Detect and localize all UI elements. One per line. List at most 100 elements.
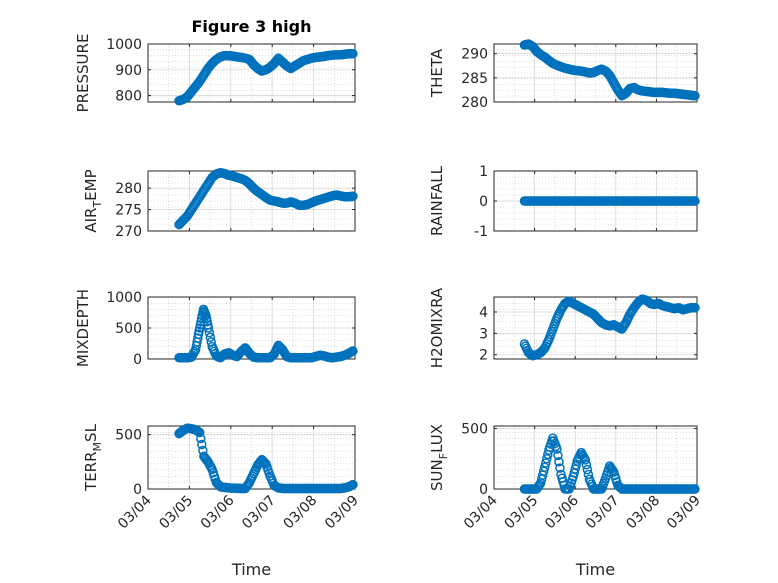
y-axis-label-main: SUN	[428, 459, 446, 491]
y-tick-label: 270	[115, 224, 142, 240]
series-markers	[174, 167, 358, 230]
data-point-interp	[581, 460, 592, 470]
y-tick-label: 0	[133, 352, 142, 368]
y-tick-label: 500	[461, 421, 488, 437]
panel-air_temp: 270 275 280 AIRTEMP	[82, 167, 358, 240]
y-axis-label: SUNFLUX	[428, 424, 450, 491]
y-tick-label: 285	[461, 71, 488, 87]
x-tick-label: 03/09	[322, 493, 362, 533]
panel-rainfall: -1 0 1 RAINFALL	[428, 164, 700, 240]
data-point	[348, 191, 358, 202]
axes-border	[493, 296, 698, 360]
data-point	[580, 455, 591, 465]
y-tick-label: 280	[461, 95, 488, 111]
y-tick-label: 1000	[106, 290, 142, 306]
y-tick-label: 1	[479, 164, 488, 180]
data-point-interp	[205, 332, 216, 343]
y-axis-label-subscript: M	[91, 442, 104, 452]
figure-title: Figure 3 high	[192, 17, 312, 36]
panel-h2omixra: 2 3 4 H2OMIXRA	[428, 287, 700, 368]
y-axis-label-subscript: F	[437, 453, 450, 459]
y-axis-label: PRESSURE	[74, 34, 92, 113]
data-point-interp	[542, 453, 552, 464]
y-tick-label: 0	[479, 194, 488, 210]
y-axis-label-rest: LUX	[428, 424, 446, 453]
data-point	[195, 427, 205, 438]
y-axis-label-main: AIR	[82, 208, 100, 233]
data-point-interp	[582, 464, 593, 475]
data-point-interp	[534, 479, 545, 490]
axes-border	[147, 43, 356, 103]
data-point	[540, 462, 550, 472]
series-markers	[519, 196, 700, 206]
data-point-interp	[554, 456, 564, 467]
y-axis-label: RAINFALL	[428, 165, 446, 236]
x-tick-label: 03/04	[115, 492, 155, 532]
x-tick-label: 03/06	[198, 492, 238, 532]
data-point-interp	[193, 333, 203, 343]
data-point	[348, 346, 358, 356]
data-point-interp	[553, 450, 563, 461]
series-markers	[519, 433, 700, 494]
panel-terr_msl: 0 500 TERRMSL 03/04 03/05 03/06 03/07 03/08 03/0…	[82, 423, 362, 579]
y-tick-label: 280	[115, 181, 142, 197]
y-axis-label-main: TERR	[82, 451, 100, 492]
x-tick-label: 03/04	[461, 492, 501, 532]
y-axis-label-rest: EMP	[82, 169, 100, 200]
axes-border	[147, 170, 356, 232]
x-tick-label: 03/07	[583, 493, 623, 533]
x-tick-label: 03/08	[623, 493, 663, 533]
y-tick-label: 900	[115, 63, 142, 79]
data-point-interp	[259, 457, 269, 467]
data-point	[690, 302, 700, 313]
data-point	[552, 444, 562, 454]
panel-pressure: 800 900 1000 PRESSURE Figure 3 high	[74, 17, 358, 113]
y-axis-label-subscript: T	[91, 201, 104, 209]
data-point-interp	[608, 465, 618, 476]
x-tick-label: 03/05	[156, 493, 196, 533]
y-tick-label: 290	[461, 47, 488, 63]
series-markers	[174, 304, 358, 363]
data-point	[203, 323, 214, 333]
x-axis-label: Time	[575, 560, 615, 579]
panel-theta: 280 285 290 THETA	[428, 39, 700, 111]
y-tick-label: 3	[479, 326, 488, 342]
data-point-interp	[571, 460, 581, 470]
axes-border	[147, 425, 356, 490]
data-point	[690, 484, 700, 494]
y-axis-label: TERRMSL	[82, 423, 104, 492]
y-tick-label: 4	[479, 305, 488, 321]
data-point-interp	[555, 463, 565, 473]
panel-sun_flux: 0 500 SUNFLUX 03/04 03/05 03/06 03/07 03/08 03/0…	[428, 421, 704, 579]
y-tick-label: 0	[479, 482, 488, 498]
y-tick-label: 0	[133, 482, 142, 498]
y-axis-label: AIRTEMP	[82, 169, 104, 232]
data-point	[348, 479, 358, 490]
y-tick-label: 2	[479, 348, 488, 364]
y-axis-label-rest: SL	[82, 423, 100, 442]
data-point-interp	[197, 439, 207, 450]
y-tick-label: 500	[115, 321, 142, 337]
x-tick-label: 03/07	[239, 493, 279, 533]
x-tick-label: 03/06	[542, 492, 582, 532]
series-markers	[174, 49, 358, 106]
data-point	[690, 196, 700, 206]
y-tick-label: 500	[115, 428, 142, 444]
x-tick-label: 03/09	[664, 493, 704, 533]
y-tick-label: 275	[115, 203, 142, 219]
series-markers	[174, 423, 358, 494]
data-point-interp	[204, 327, 215, 338]
series-markers	[519, 39, 700, 101]
y-axis-label: MIXDEPTH	[74, 289, 92, 367]
x-tick-label: 03/05	[502, 493, 542, 533]
series-markers	[519, 294, 700, 361]
y-axis-label: H2OMIXRA	[428, 287, 446, 368]
x-tick-label: 03/08	[281, 493, 321, 533]
x-axis-label: Time	[231, 560, 271, 579]
panel-mixdepth: 0 500 1000 MIXDEPTH	[74, 289, 358, 368]
y-tick-label: 800	[115, 89, 142, 105]
y-axis-label: THETA	[428, 48, 446, 98]
y-tick-label: -1	[474, 224, 488, 240]
data-point	[348, 49, 358, 59]
data-point-interp	[196, 433, 206, 444]
